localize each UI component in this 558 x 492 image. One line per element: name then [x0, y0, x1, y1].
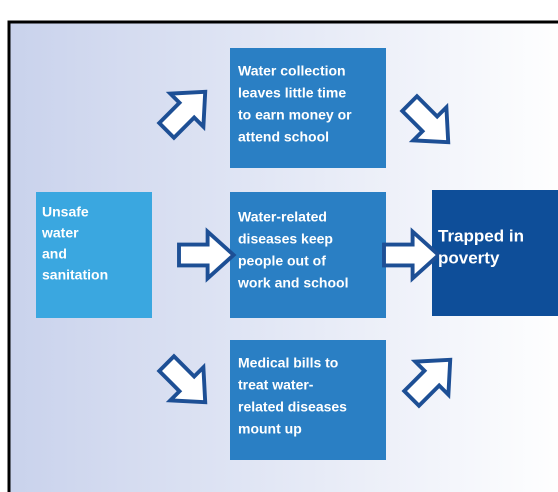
node-label: people out of — [238, 253, 326, 269]
node-box — [230, 192, 386, 318]
node-box — [36, 192, 152, 318]
node-box — [432, 190, 558, 316]
node-label: Trapped in — [438, 226, 524, 245]
node-label: and — [42, 246, 67, 262]
arrow — [399, 93, 451, 145]
node-label: mount up — [238, 421, 302, 437]
node-label: work and school — [237, 275, 348, 291]
arrow — [156, 89, 208, 141]
node-box — [230, 340, 386, 460]
arrow — [382, 227, 442, 283]
arrow — [401, 357, 453, 409]
node-label: to earn money or — [238, 107, 352, 123]
node-label: diseases keep — [238, 231, 333, 247]
node-label: Medical bills to — [238, 355, 338, 371]
node-label: attend school — [238, 129, 329, 145]
arrow — [177, 227, 237, 283]
node-label: treat water- — [238, 377, 314, 393]
node-label: Water-related — [238, 209, 327, 225]
arrow — [156, 353, 208, 405]
node-label: Unsafe — [42, 204, 89, 220]
node-label: water — [41, 225, 79, 241]
node-label: Water collection — [238, 63, 346, 79]
node-box — [230, 48, 386, 168]
node-label: leaves little time — [238, 85, 346, 101]
node-label: sanitation — [42, 267, 108, 283]
node-label: related diseases — [238, 399, 347, 415]
node-label: poverty — [438, 248, 500, 267]
